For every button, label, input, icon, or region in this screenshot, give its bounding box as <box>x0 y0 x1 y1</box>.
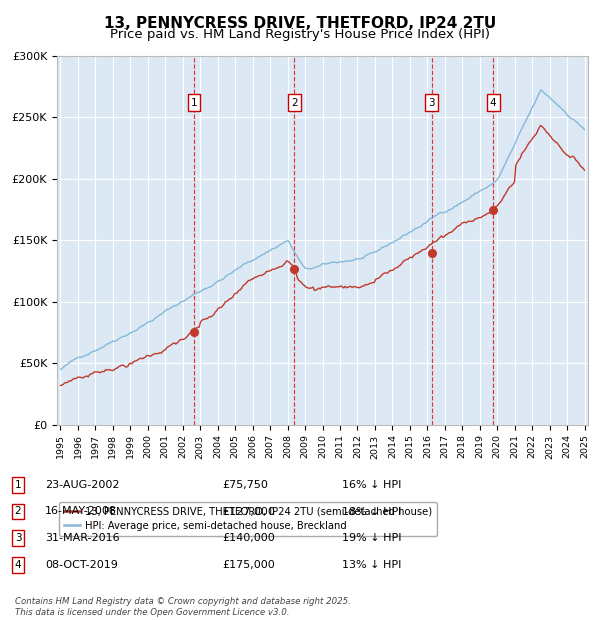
Text: £140,000: £140,000 <box>222 533 275 543</box>
Text: 3: 3 <box>14 533 22 543</box>
Text: 16-MAY-2008: 16-MAY-2008 <box>45 507 117 516</box>
Text: Contains HM Land Registry data © Crown copyright and database right 2025.
This d: Contains HM Land Registry data © Crown c… <box>15 598 351 617</box>
Text: 19% ↓ HPI: 19% ↓ HPI <box>342 533 401 543</box>
Text: £75,750: £75,750 <box>222 480 268 490</box>
Text: 3: 3 <box>428 97 435 107</box>
Text: £127,000: £127,000 <box>222 507 275 516</box>
Text: £175,000: £175,000 <box>222 560 275 570</box>
Text: 2: 2 <box>14 507 22 516</box>
Text: Price paid vs. HM Land Registry's House Price Index (HPI): Price paid vs. HM Land Registry's House … <box>110 28 490 41</box>
Text: 4: 4 <box>14 560 22 570</box>
Text: 08-OCT-2019: 08-OCT-2019 <box>45 560 118 570</box>
Text: 1: 1 <box>14 480 22 490</box>
Text: 4: 4 <box>490 97 496 107</box>
Text: 13, PENNYCRESS DRIVE, THETFORD, IP24 2TU: 13, PENNYCRESS DRIVE, THETFORD, IP24 2TU <box>104 16 496 31</box>
Text: 13% ↓ HPI: 13% ↓ HPI <box>342 560 401 570</box>
Text: 23-AUG-2002: 23-AUG-2002 <box>45 480 119 490</box>
Text: 31-MAR-2016: 31-MAR-2016 <box>45 533 119 543</box>
Text: 18% ↓ HPI: 18% ↓ HPI <box>342 507 401 516</box>
Legend: 13, PENNYCRESS DRIVE, THETFORD, IP24 2TU (semi-detached house), HPI: Average pri: 13, PENNYCRESS DRIVE, THETFORD, IP24 2TU… <box>59 502 437 536</box>
Text: 16% ↓ HPI: 16% ↓ HPI <box>342 480 401 490</box>
Text: 1: 1 <box>191 97 197 107</box>
Text: 2: 2 <box>291 97 298 107</box>
